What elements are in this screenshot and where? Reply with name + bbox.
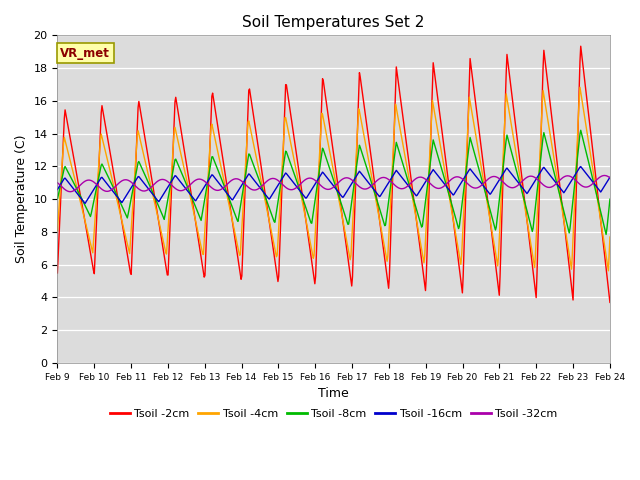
Legend: Tsoil -2cm, Tsoil -4cm, Tsoil -8cm, Tsoil -16cm, Tsoil -32cm: Tsoil -2cm, Tsoil -4cm, Tsoil -8cm, Tsoi…: [105, 404, 562, 423]
Title: Soil Temperatures Set 2: Soil Temperatures Set 2: [243, 15, 425, 30]
Y-axis label: Soil Temperature (C): Soil Temperature (C): [15, 135, 28, 264]
X-axis label: Time: Time: [318, 387, 349, 400]
Text: VR_met: VR_met: [60, 47, 110, 60]
